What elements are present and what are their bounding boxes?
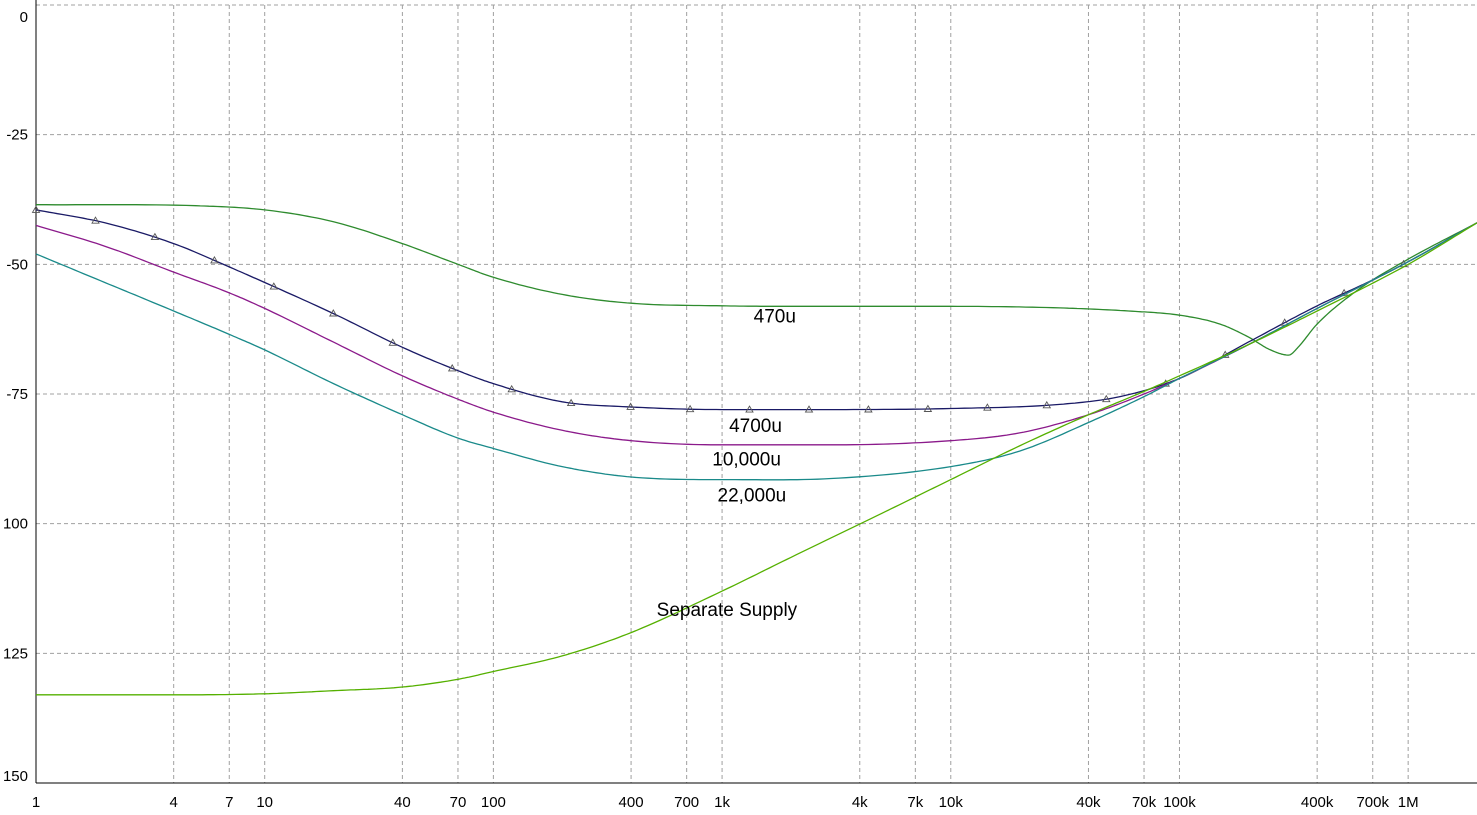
series-marker-4700u — [507, 384, 516, 393]
x-tick-label: 700k — [1356, 794, 1389, 811]
y-tick-label: 100 — [3, 516, 28, 533]
axes — [35, 0, 1477, 784]
series-marker-4700u — [31, 205, 41, 213]
x-tick-label: 40 — [394, 794, 411, 811]
x-tick-label: 4k — [852, 794, 868, 811]
y-axis-ticks: 0 -25 -50 -75 100 125 150 — [3, 9, 28, 785]
series-labels: 470u 4700u 10,000u 22,000u Separate Supply — [657, 306, 798, 621]
x-tick-label: 700 — [674, 794, 699, 811]
x-tick-label: 70 — [450, 794, 467, 811]
series-line-22-000u — [35, 222, 1477, 481]
series-marker-4700u — [1102, 394, 1111, 403]
x-tick-label: 100k — [1163, 794, 1196, 811]
series-marker-4700u — [150, 232, 160, 241]
x-tick-label: 10k — [939, 794, 964, 811]
series-label-470u: 470u — [754, 306, 796, 327]
series-marker-4700u — [626, 402, 635, 410]
y-tick-label: -75 — [6, 386, 28, 403]
x-tick-label: 1 — [32, 794, 40, 811]
y-tick-label: 0 — [20, 9, 28, 26]
x-tick-label: 400k — [1301, 794, 1334, 811]
series-label-4700u: 4700u — [729, 416, 782, 437]
series-marker-4700u — [269, 282, 279, 290]
y-tick-label: -25 — [6, 127, 28, 144]
series-marker-4700u — [388, 338, 398, 346]
series-marker-4700u — [864, 405, 873, 413]
x-tick-label: 4 — [170, 794, 178, 811]
x-tick-label: 100 — [481, 794, 506, 811]
series-marker-4700u — [566, 398, 576, 407]
series-line-4700u — [35, 209, 1477, 411]
series-marker-4700u — [923, 404, 933, 412]
series-line-10-000u — [35, 222, 1477, 446]
x-tick-label: 1M — [1398, 794, 1419, 811]
series-label-22-000u: 22,000u — [718, 485, 787, 506]
series-marker-4700u — [1339, 288, 1349, 297]
x-tick-label: 70k — [1132, 794, 1157, 811]
series-marker-4700u — [804, 405, 814, 413]
x-tick-label: 7k — [907, 794, 923, 811]
series-marker-4700u — [1042, 400, 1052, 409]
grid — [36, 4, 1477, 783]
series-marker-4700u — [685, 404, 695, 413]
series-marker-4700u — [329, 309, 338, 317]
series-layer — [31, 204, 1477, 696]
series-label-separate-supply: Separate Supply — [657, 600, 798, 621]
series-marker-4700u — [210, 256, 219, 264]
series-line-separate-supply — [36, 222, 1477, 696]
series-marker-4700u — [983, 403, 992, 411]
x-tick-label: 10 — [256, 794, 273, 811]
series-marker-4700u — [447, 364, 457, 372]
series-marker-4700u — [745, 405, 754, 413]
y-tick-label: 125 — [3, 645, 28, 662]
series-label-10-000u: 10,000u — [712, 450, 781, 471]
y-tick-label: 150 — [3, 768, 28, 785]
x-tick-label: 1k — [714, 794, 730, 811]
x-tick-label: 7 — [225, 794, 233, 811]
y-tick-label: -50 — [6, 256, 28, 273]
series-line-470u — [36, 204, 1477, 356]
x-axis-ticks: 1 4 7 10 40 70 100 400 700 1k 4k 7k 10k 40k 70k 100k 400… — [32, 794, 1419, 811]
x-tick-label: 40k — [1076, 794, 1101, 811]
x-tick-label: 400 — [619, 794, 644, 811]
series-marker-4700u — [91, 216, 100, 224]
